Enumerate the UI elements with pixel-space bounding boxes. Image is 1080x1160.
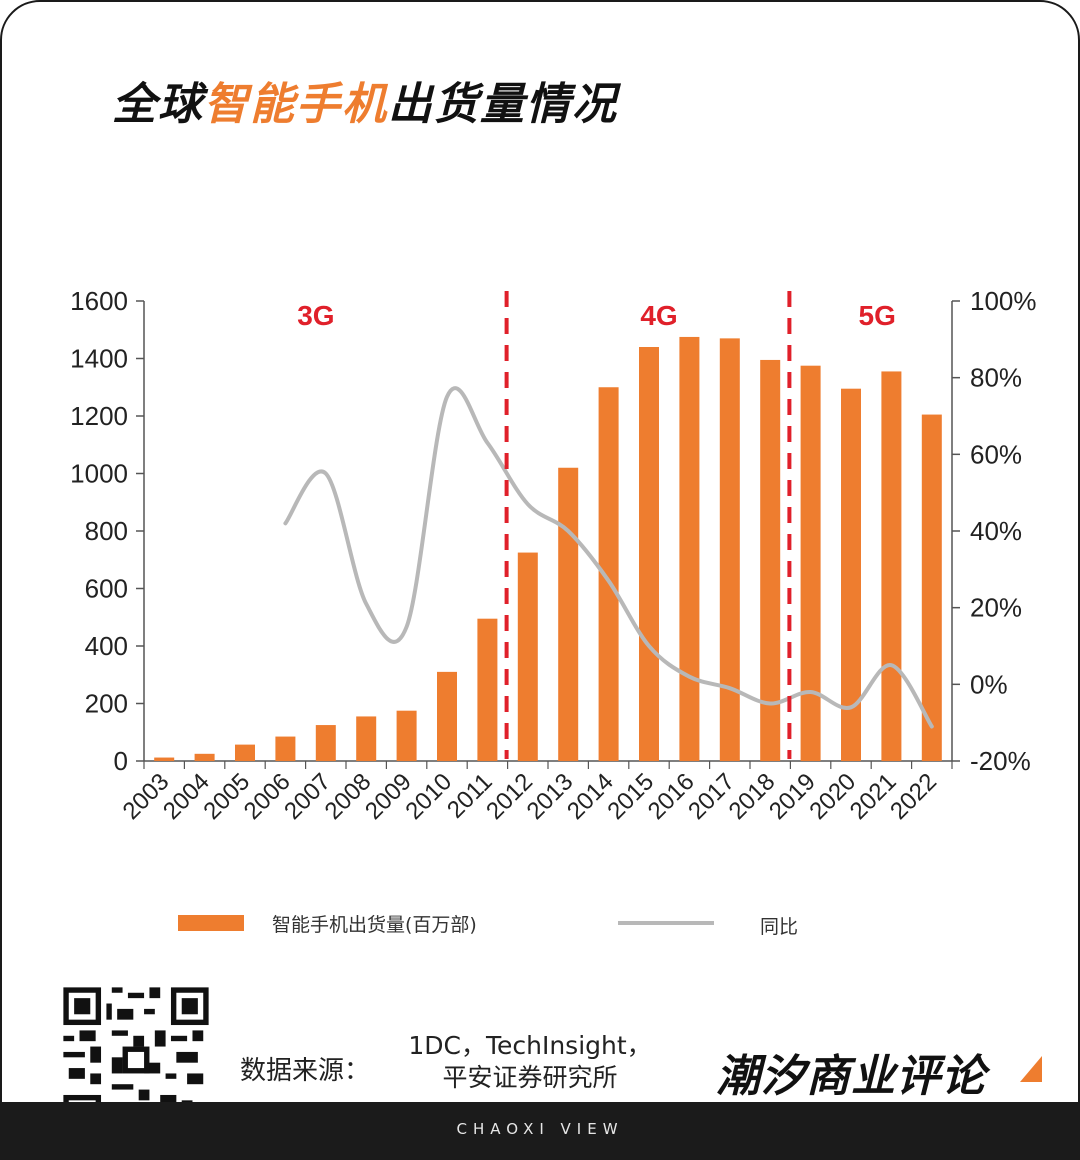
bar-2018 bbox=[760, 359, 781, 761]
x-tick-label: 2016 bbox=[643, 768, 700, 825]
bar-2019 bbox=[800, 365, 821, 761]
x-tick-label: 2019 bbox=[764, 768, 821, 825]
legend-bar-swatch bbox=[178, 915, 244, 931]
bar-2016 bbox=[679, 336, 700, 761]
y-right-tick-label: 40% bbox=[970, 516, 1022, 546]
x-tick-label: 2022 bbox=[885, 768, 942, 825]
y-left-tick-label: 600 bbox=[85, 574, 128, 604]
brand-accent-icon bbox=[1020, 1056, 1042, 1082]
x-tick-label: 2014 bbox=[562, 768, 619, 825]
yoy-growth-line bbox=[283, 386, 934, 729]
title-part3: 出货量情况 bbox=[388, 79, 618, 130]
x-tick-label: 2004 bbox=[158, 768, 215, 825]
y-right-tick-label: 80% bbox=[970, 363, 1022, 393]
x-tick-label: 2015 bbox=[602, 768, 659, 825]
y-left-tick-label: 1200 bbox=[70, 401, 128, 431]
y-right-tick-label: 100% bbox=[970, 286, 1037, 316]
x-tick-label: 2005 bbox=[198, 768, 255, 825]
y-left-tick-label: 1400 bbox=[70, 344, 128, 374]
bar-2020 bbox=[841, 388, 861, 761]
title-highlight: 智能手机 bbox=[204, 79, 388, 130]
bar-2015 bbox=[639, 347, 659, 761]
source-line-1: 1DC，TechInsight， bbox=[408, 1031, 652, 1060]
y-left-tick-label: 200 bbox=[85, 689, 128, 719]
y-right-tick-label: 60% bbox=[970, 439, 1022, 469]
source-label: 数据来源： bbox=[240, 1056, 371, 1086]
era-label-5G: 5G bbox=[859, 300, 896, 331]
bar-2003 bbox=[154, 757, 175, 761]
bar-2004 bbox=[194, 753, 215, 761]
bar-2010 bbox=[437, 671, 457, 761]
bar-2014 bbox=[598, 387, 619, 761]
x-tick-label: 2012 bbox=[481, 768, 538, 825]
x-tick-label: 2013 bbox=[522, 768, 579, 825]
bar-2022 bbox=[921, 414, 942, 761]
x-tick-label: 2017 bbox=[683, 768, 740, 825]
legend-bar-label: 智能手机出货量(百万部) bbox=[272, 914, 477, 936]
source-line-2: 平安证券研究所 bbox=[442, 1063, 618, 1092]
y-left-tick-label: 1000 bbox=[70, 459, 128, 489]
bar-2007 bbox=[315, 725, 336, 761]
y-left-tick-label: 1600 bbox=[70, 286, 128, 316]
brand-logo: 潮汐商业评论 bbox=[716, 1051, 986, 1102]
x-tick-label: 2009 bbox=[360, 768, 417, 825]
footer-brand-text: CHAOXI VIEW bbox=[456, 1120, 624, 1138]
bar-2009 bbox=[396, 710, 417, 761]
source-text: 1DC，TechInsight， 平安证券研究所 bbox=[405, 1030, 655, 1094]
shipment-chart: 0 200 400 600 800 1000 1200 1400 1600 -20% 0% 20% 40… bbox=[70, 286, 1037, 825]
y-left-tick-label: 400 bbox=[85, 631, 128, 661]
bar-2006 bbox=[275, 736, 296, 761]
title-part1: 全球 bbox=[112, 79, 204, 130]
x-tick-label: 2003 bbox=[118, 768, 175, 825]
page-title: 全球智能手机出货量情况 bbox=[112, 68, 618, 132]
x-tick-label: 2010 bbox=[400, 768, 457, 825]
y-right-tick-label: 20% bbox=[970, 593, 1022, 623]
x-tick-label: 2020 bbox=[804, 768, 861, 825]
x-tick-label: 2018 bbox=[724, 768, 781, 825]
era-label-3G: 3G bbox=[297, 300, 334, 331]
era-label-4G: 4G bbox=[640, 300, 677, 331]
bar-2008 bbox=[356, 716, 377, 761]
bar-2013 bbox=[558, 467, 579, 761]
x-tick-label: 2008 bbox=[320, 768, 377, 825]
bar-2017 bbox=[719, 338, 740, 761]
y-right-tick-label: 0% bbox=[970, 669, 1008, 699]
x-tick-label: 2021 bbox=[845, 768, 902, 825]
bar-2011 bbox=[477, 618, 498, 761]
y-right-tick-label: -20% bbox=[970, 746, 1031, 776]
y-left-tick-label: 0 bbox=[114, 746, 128, 776]
y-left-tick-label: 800 bbox=[85, 516, 128, 546]
x-tick-label: 2006 bbox=[239, 768, 296, 825]
legend-line-label: 同比 bbox=[760, 916, 799, 938]
bar-2012 bbox=[517, 552, 538, 761]
footer-bar bbox=[0, 1102, 1080, 1160]
legend-line-swatch bbox=[618, 921, 714, 925]
bar-2005 bbox=[235, 744, 255, 761]
x-tick-label: 2007 bbox=[279, 768, 336, 825]
bar-2021 bbox=[881, 371, 902, 761]
